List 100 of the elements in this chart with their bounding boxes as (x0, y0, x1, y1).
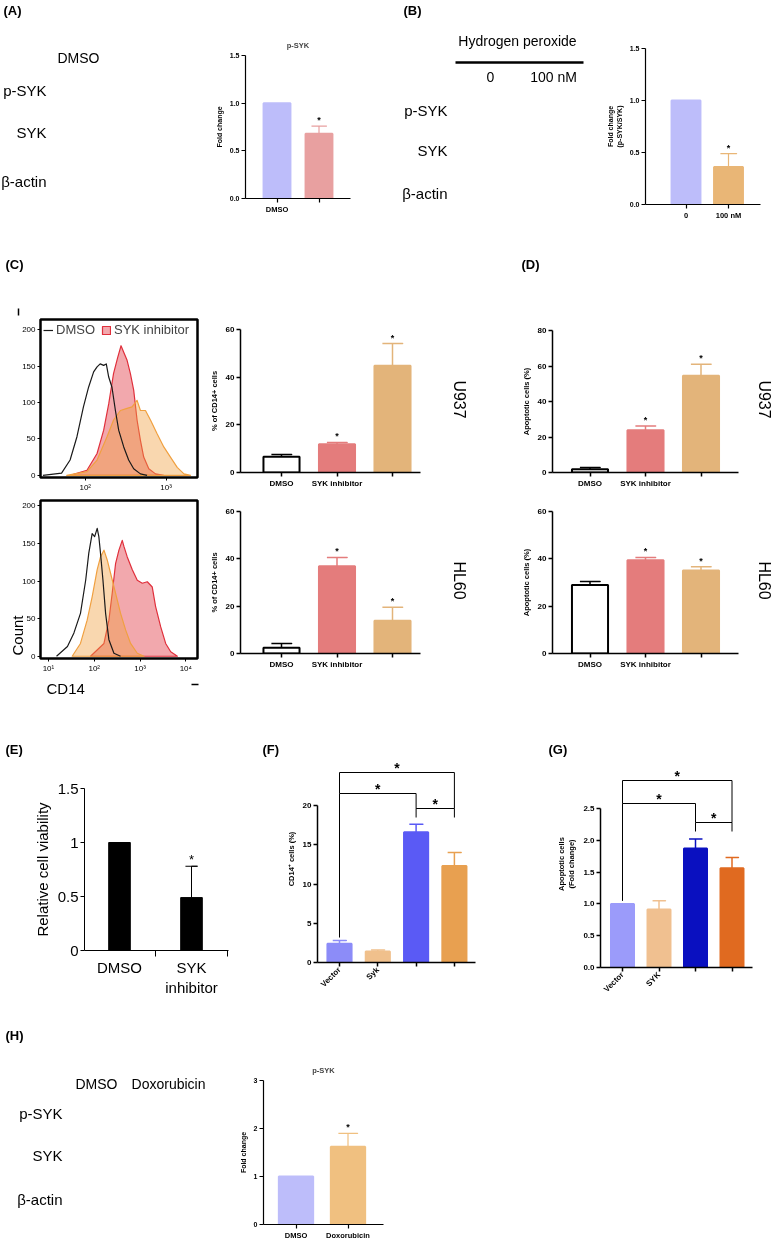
y-tick-label: 1.0 (583, 899, 596, 909)
legend-label: DMSO (56, 322, 95, 337)
y-tick-label: 20 (225, 420, 236, 430)
text: (F) (262, 742, 280, 757)
text: (H) (5, 1028, 24, 1043)
text: HL60 (451, 561, 468, 600)
data-label: * (335, 546, 340, 557)
y-tick-label: 80 (537, 326, 548, 335)
x-tick-label: SYK inhibitor (620, 478, 671, 488)
y-tick-label: 0.0 (583, 963, 596, 972)
text: SYK (16, 124, 47, 141)
y-tick-label: 20 (225, 601, 236, 611)
x-tick-label: Syk (364, 964, 382, 982)
y-tick-label: 50 (26, 614, 37, 624)
text: β-actin (402, 185, 448, 202)
text: p-SYK (19, 1105, 63, 1122)
y-tick-label: 0.5 (57, 887, 79, 905)
x-tick-label: SYK inhibitor (311, 478, 363, 488)
x-tick-label: DMSO (578, 478, 602, 488)
data-label: * (643, 546, 648, 557)
text: (E) (5, 742, 23, 757)
data-label: * (699, 555, 704, 566)
y-tick-label: 60 (537, 507, 548, 516)
x-tick-label: 10² (79, 482, 92, 492)
x-tick-label: DMSO (578, 659, 602, 669)
text: β-actin (17, 1191, 63, 1208)
text: U937 (451, 380, 468, 419)
text: HL60 (756, 561, 773, 600)
y-tick-label: 40 (537, 554, 548, 564)
text: * (656, 790, 663, 807)
data-label: * (643, 414, 648, 425)
text: (D) (521, 257, 540, 272)
y-tick-label: 0 (70, 941, 79, 959)
annotation: * (711, 809, 718, 826)
text: (G) (548, 742, 568, 757)
y-tick-label: 0 (31, 470, 37, 480)
y-tick-label: 20 (537, 601, 548, 611)
y-tick-label: 1.5 (57, 779, 79, 797)
x-tick-label: 10¹ (42, 663, 55, 673)
data-label: * (335, 431, 340, 442)
x-tick-label: SYK inhibitor (620, 659, 671, 669)
y-tick-label: 60 (225, 507, 236, 516)
x-tick-label: DMSO (269, 478, 294, 488)
x-tick-label: 10² (88, 663, 101, 673)
text: β-actin (1, 173, 47, 190)
text: Hydrogen peroxide (458, 32, 577, 49)
data-label: * (390, 332, 395, 343)
y-tick-label: 200 (22, 501, 37, 511)
y-tick-label: 50 (26, 434, 37, 444)
y-tick-label: 40 (537, 397, 548, 406)
data-label: * (188, 852, 195, 868)
text: U937 (756, 380, 773, 419)
y-tick-label: 1 (70, 833, 79, 851)
y-tick-label: 60 (537, 361, 548, 371)
y-tick-label: 100 (22, 398, 37, 407)
y-tick-label: 40 (225, 372, 236, 382)
text: p-SYK (3, 82, 47, 99)
text: Doxorubicin (131, 1075, 206, 1092)
y-tick-label: 2.0 (583, 835, 596, 845)
y-tick-label: 20 (302, 801, 313, 810)
y-axis-title: Count (9, 614, 26, 656)
y-tick-label: 1.5 (583, 867, 596, 877)
text: (C) (5, 257, 24, 272)
x-tick-label: SYK inhibitor (311, 659, 363, 669)
x-tick-label: 10³ (134, 663, 147, 673)
x-tick-label: 10⁴ (179, 663, 193, 673)
y-tick-label: 60 (225, 325, 236, 334)
legend-label: SYK inhibitor (114, 322, 190, 337)
y-tick-label: 15 (302, 840, 313, 850)
x-tick-label: SYK inhibitor (165, 958, 218, 996)
x-tick-label: DMSO (97, 958, 142, 976)
annotation: * (432, 795, 439, 812)
text: * (674, 767, 681, 784)
data-label: * (390, 596, 395, 607)
x-axis-title: CD14 (46, 680, 85, 697)
text: p-SYK (404, 102, 448, 119)
y-tick-label: 10 (302, 879, 313, 889)
y-tick-label: 100 (22, 576, 37, 586)
data-label: * (726, 142, 731, 153)
y-tick-label: 0.5 (583, 931, 596, 941)
x-tick-label: DMSO (269, 659, 294, 669)
data-label: * (317, 115, 322, 126)
text: DMSO (57, 49, 100, 66)
text: * (375, 780, 382, 797)
y-tick-label: 5 (307, 918, 313, 928)
y-tick-label: 150 (22, 538, 37, 548)
data-label: * (699, 353, 704, 364)
text: SYK (32, 1147, 63, 1164)
text: 100 nM (530, 68, 577, 85)
y-tick-label: 0 (542, 649, 548, 658)
y-tick-label: 150 (22, 361, 37, 371)
y-tick-label: 200 (22, 325, 37, 335)
text: (A) (3, 3, 22, 18)
y-tick-label: 2.5 (583, 804, 596, 813)
text: * (394, 759, 401, 776)
data-label: * (346, 1122, 351, 1133)
x-tick-label: 10³ (160, 482, 173, 492)
text: (B) (403, 3, 422, 18)
y-tick-label: 40 (225, 554, 236, 564)
y-tick-label: 0 (230, 649, 236, 658)
